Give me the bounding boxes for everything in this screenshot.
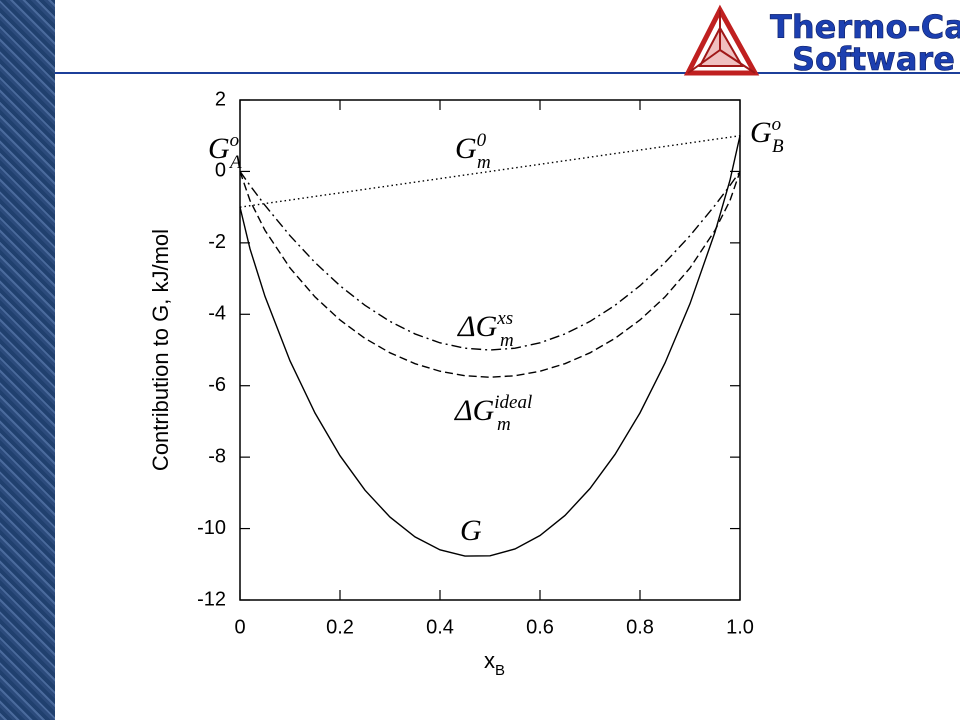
y-tick-label: -4 bbox=[208, 303, 226, 325]
annotation: ΔGxs m bbox=[457, 308, 514, 351]
x-tick-label: 0 bbox=[234, 616, 245, 638]
y-tick-label: 2 bbox=[215, 88, 226, 110]
x-tick-label: 1.0 bbox=[726, 616, 754, 638]
annotation-base: ΔG bbox=[457, 310, 498, 343]
series-line bbox=[239, 135, 741, 557]
brand-line2: Software bbox=[792, 40, 955, 78]
y-tick-label: -2 bbox=[208, 231, 226, 253]
x-tick-label: 0.2 bbox=[326, 616, 354, 638]
y-tick-label: -10 bbox=[197, 517, 226, 539]
annotation-sup: o bbox=[230, 130, 240, 151]
y-tick-label: -12 bbox=[197, 588, 226, 610]
annotation-sup: o bbox=[772, 114, 782, 135]
y-axis-label: Contribution to G, kJ/mol bbox=[148, 229, 173, 471]
annotation-base: G bbox=[460, 514, 482, 547]
annotation-base: G bbox=[455, 132, 477, 165]
annotation-sub: m bbox=[500, 330, 514, 351]
annotation-sub: B bbox=[772, 136, 784, 157]
series-line bbox=[239, 135, 741, 208]
annotation: G0 m bbox=[455, 130, 491, 173]
decorative-strip bbox=[0, 0, 55, 720]
x-axis-label: xB bbox=[484, 648, 505, 679]
annotation-base: G bbox=[750, 116, 772, 149]
x-tick-label: 0.4 bbox=[426, 616, 454, 638]
series-line bbox=[239, 171, 741, 378]
annotation-base: G bbox=[208, 132, 230, 165]
annotation: Go A bbox=[208, 130, 242, 173]
series-line bbox=[239, 171, 741, 351]
annotation-sup: 0 bbox=[477, 130, 487, 151]
y-tick-label: -8 bbox=[208, 445, 226, 467]
annotation-sub: A bbox=[228, 152, 242, 173]
annotation: ΔGideal m bbox=[454, 392, 532, 435]
annotation-sup: ideal bbox=[494, 392, 532, 413]
plot-frame bbox=[239, 99, 741, 601]
annotation-base: ΔG bbox=[454, 394, 495, 427]
y-tick-label: -6 bbox=[208, 374, 226, 396]
annotation: G bbox=[460, 514, 482, 547]
annotation: Go B bbox=[750, 114, 784, 157]
y-tick-label: 0 bbox=[215, 160, 226, 182]
x-axis-label-sub: B bbox=[495, 662, 505, 679]
brand-line1: Thermo-Calc bbox=[770, 8, 960, 46]
x-tick-label: 0.6 bbox=[526, 616, 554, 638]
x-tick-label: 0.8 bbox=[626, 616, 654, 638]
annotation-sub: m bbox=[477, 152, 491, 173]
annotation-sup: xs bbox=[496, 308, 513, 329]
logo bbox=[683, 4, 760, 76]
annotation-sub: m bbox=[497, 414, 511, 435]
x-axis-label-main: x bbox=[484, 648, 495, 673]
